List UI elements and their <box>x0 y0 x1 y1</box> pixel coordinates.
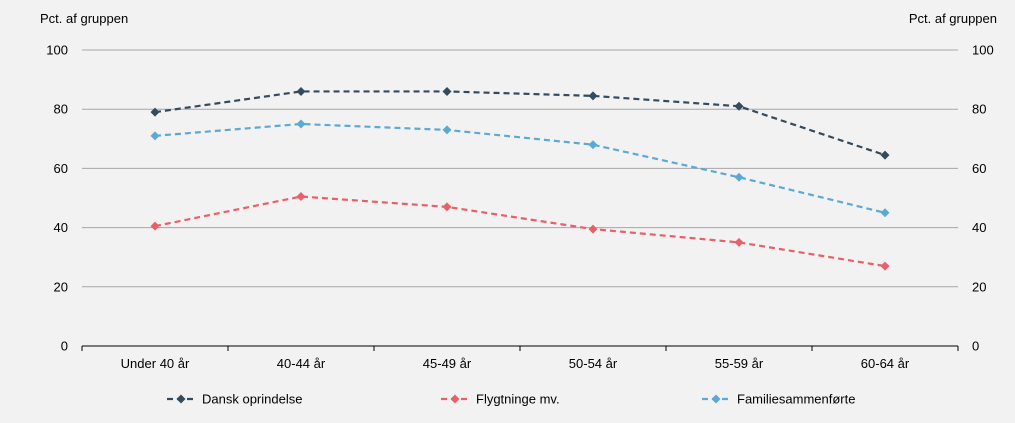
legend-marker <box>176 394 186 404</box>
series-line <box>154 122 886 214</box>
data-point <box>442 125 452 135</box>
gridlines <box>82 49 958 288</box>
x-axis: Under 40 år 40-44 år 45-49 år 50-54 år 55-59… <box>81 345 959 371</box>
data-point <box>150 131 160 141</box>
y-axis-label-left: Pct. af gruppen <box>40 11 128 26</box>
data-point <box>588 91 598 101</box>
x-tick-label: 45-49 år <box>423 356 472 371</box>
data-point <box>296 119 306 129</box>
data-point <box>588 140 598 150</box>
x-tick-label: 50-54 år <box>569 356 618 371</box>
legend-label: Familiesammenførte <box>737 392 855 407</box>
y-tick-label-left: 20 <box>54 279 68 294</box>
legend-marker <box>711 394 721 404</box>
data-point <box>734 237 744 247</box>
legend-label: Flygtninge mv. <box>476 392 560 407</box>
data-point <box>296 86 306 96</box>
data-point <box>880 261 890 271</box>
data-point <box>442 86 452 96</box>
data-point <box>150 221 160 231</box>
y-tick-label-right: 100 <box>972 43 994 58</box>
data-point <box>442 202 452 212</box>
legend-label: Dansk oprindelse <box>202 392 302 407</box>
series-1 <box>150 192 890 271</box>
legend: Dansk oprindelse Flygtninge mv. Familiesam… <box>167 392 855 407</box>
series-0 <box>150 86 890 160</box>
legend-marker <box>450 394 460 404</box>
y-ticks-left: 0 20 40 60 80 100 <box>46 43 68 354</box>
y-tick-label-left: 100 <box>46 43 68 58</box>
series-line <box>154 90 886 157</box>
data-point <box>880 208 890 218</box>
series-line <box>154 195 886 268</box>
legend-item: Familiesammenførte <box>702 392 855 407</box>
x-tick-label: 55-59 år <box>715 356 764 371</box>
y-tick-label-right: 40 <box>972 220 986 235</box>
data-point <box>588 224 598 234</box>
data-point <box>150 107 160 117</box>
series-group <box>150 86 890 271</box>
y-tick-label-right: 20 <box>972 279 986 294</box>
data-point <box>734 172 744 182</box>
y-tick-label-right: 0 <box>972 339 979 354</box>
x-tick-label: 60-64 år <box>861 356 910 371</box>
data-point <box>880 150 890 160</box>
y-axis-label-right: Pct. af gruppen <box>909 11 997 26</box>
y-tick-label-left: 80 <box>54 102 68 117</box>
x-tick-label: Under 40 år <box>121 356 190 371</box>
data-point <box>296 192 306 202</box>
y-tick-label-left: 40 <box>54 220 68 235</box>
y-tick-label-left: 60 <box>54 161 68 176</box>
y-tick-label-left: 0 <box>61 339 68 354</box>
data-point <box>734 101 744 111</box>
legend-item: Dansk oprindelse <box>167 392 302 407</box>
series-2 <box>150 119 890 218</box>
y-ticks-right: 0 20 40 60 80 100 <box>972 43 994 354</box>
y-tick-label-right: 80 <box>972 102 986 117</box>
x-tick-label: 40-44 år <box>277 356 326 371</box>
legend-item: Flygtninge mv. <box>441 392 560 407</box>
y-tick-label-right: 60 <box>972 161 986 176</box>
